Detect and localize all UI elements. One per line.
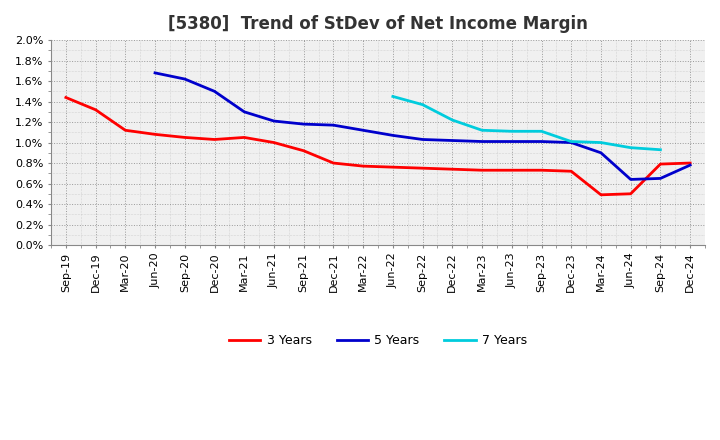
7 Years [478,128,487,133]
5 Years [240,109,248,114]
Title: [5380]  Trend of StDev of Net Income Margin: [5380] Trend of StDev of Net Income Marg… [168,15,588,33]
5 Years [359,128,367,133]
5 Years [210,89,219,94]
3 Years [626,191,635,196]
7 Years [448,117,456,123]
7 Years [508,128,516,134]
3 Years [478,168,487,173]
3 Years [567,169,575,174]
5 Years [181,77,189,82]
5 Years [448,138,456,143]
3 Years [150,132,159,137]
3 Years [121,128,130,133]
7 Years [656,147,665,152]
7 Years [418,102,427,107]
3 Years [656,161,665,167]
3 Years [418,165,427,171]
7 Years [389,94,397,99]
Line: 7 Years: 7 Years [393,96,660,150]
3 Years [537,168,546,173]
3 Years [240,135,248,140]
3 Years [300,148,308,154]
3 Years [597,192,606,198]
7 Years [597,140,606,145]
Legend: 3 Years, 5 Years, 7 Years: 3 Years, 5 Years, 7 Years [224,329,532,352]
3 Years [61,95,70,100]
5 Years [300,121,308,127]
3 Years [359,164,367,169]
3 Years [91,107,100,112]
5 Years [686,162,695,168]
5 Years [150,70,159,76]
Line: 3 Years: 3 Years [66,98,690,195]
3 Years [329,161,338,166]
3 Years [508,168,516,173]
7 Years [537,128,546,134]
7 Years [626,145,635,150]
3 Years [686,161,695,166]
5 Years [537,139,546,144]
5 Years [597,150,606,155]
5 Years [626,177,635,182]
3 Years [448,167,456,172]
3 Years [270,140,279,145]
3 Years [181,135,189,140]
5 Years [656,176,665,181]
5 Years [567,140,575,145]
5 Years [478,139,487,144]
3 Years [389,165,397,170]
3 Years [210,137,219,142]
7 Years [567,139,575,144]
5 Years [418,137,427,142]
5 Years [329,122,338,128]
5 Years [508,139,516,144]
Line: 5 Years: 5 Years [155,73,690,180]
5 Years [270,118,279,124]
5 Years [389,133,397,138]
